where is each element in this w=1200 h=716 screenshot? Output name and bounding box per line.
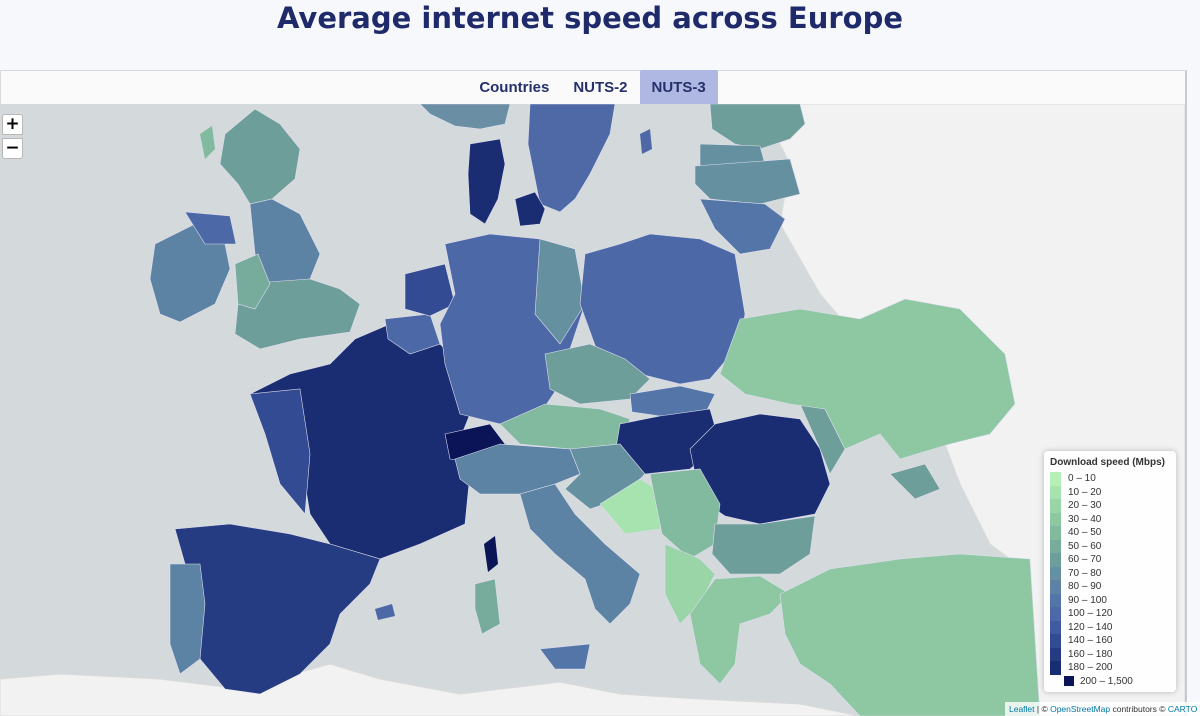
level-tabs: Countries NUTS-2 NUTS-3 bbox=[0, 70, 1185, 105]
legend-label: 140 – 160 bbox=[1068, 635, 1113, 646]
region-netherlands bbox=[404, 263, 456, 317]
region-turkey bbox=[779, 553, 1041, 716]
legend-swatch bbox=[1050, 607, 1061, 621]
legend-swatch bbox=[1050, 526, 1061, 540]
osm-link[interactable]: OpenStreetMap bbox=[1050, 704, 1111, 714]
region-italy-south bbox=[519, 483, 641, 625]
map-svg bbox=[0, 104, 1185, 716]
region-germany-east bbox=[534, 238, 586, 345]
carto-link[interactable]: CARTO bbox=[1167, 704, 1198, 714]
legend-swatch bbox=[1050, 580, 1061, 594]
region-balearics bbox=[375, 604, 395, 620]
legend-label: 120 – 140 bbox=[1068, 621, 1113, 633]
region-france-west bbox=[249, 388, 311, 515]
region-scotland-islands bbox=[200, 126, 215, 159]
region-scotland bbox=[219, 108, 301, 205]
tab-nuts-2[interactable]: NUTS-2 bbox=[573, 78, 628, 96]
legend-swatch bbox=[1050, 485, 1061, 499]
legend-label: 100 – 120 bbox=[1068, 608, 1113, 619]
attribution-contributors: contributors © bbox=[1110, 704, 1168, 714]
legend-title: Download speed (Mbps) bbox=[1050, 457, 1165, 468]
legend-swatch bbox=[1050, 593, 1061, 607]
region-sicily bbox=[539, 643, 591, 670]
region-greece bbox=[689, 575, 791, 685]
legend-swatch bbox=[1050, 647, 1061, 661]
legend-swatch bbox=[1050, 634, 1061, 648]
attribution-separator: | © bbox=[1034, 704, 1051, 714]
legend-swatch bbox=[1050, 661, 1061, 675]
legend-label: 10 – 20 bbox=[1068, 486, 1102, 498]
region-bulgaria bbox=[711, 515, 816, 575]
legend-swatch bbox=[1064, 675, 1074, 686]
legend: Download speed (Mbps) 0 – 10 10 – 20 20 – … bbox=[1044, 451, 1176, 692]
leaflet-link[interactable]: Leaflet bbox=[1009, 704, 1035, 714]
region-portugal bbox=[169, 563, 206, 675]
region-corsica bbox=[484, 536, 498, 572]
legend-label: 90 – 100 bbox=[1068, 594, 1107, 606]
page-title: Average internet speed across Europe bbox=[277, 1, 903, 35]
region-sweden-gotland bbox=[640, 129, 652, 154]
region-england-south bbox=[234, 278, 361, 350]
legend-label: 200 – 1,500 bbox=[1080, 675, 1133, 687]
legend-label: 180 – 200 bbox=[1068, 662, 1113, 673]
region-finland-south bbox=[709, 104, 806, 150]
region-denmark-zealand bbox=[514, 191, 546, 227]
land-north-africa bbox=[0, 663, 861, 716]
region-lithuania bbox=[699, 198, 786, 255]
legend-label: 20 – 30 bbox=[1068, 500, 1102, 511]
region-belgium bbox=[384, 313, 441, 355]
legend-label: 70 – 80 bbox=[1068, 567, 1102, 579]
region-sardinia bbox=[474, 578, 501, 635]
legend-label: 40 – 50 bbox=[1068, 527, 1102, 538]
legend-label: 160 – 180 bbox=[1068, 648, 1113, 660]
tab-nuts-3[interactable]: NUTS-3 bbox=[639, 70, 718, 104]
legend-swatch bbox=[1050, 620, 1061, 634]
legend-label: 80 – 90 bbox=[1068, 581, 1102, 592]
legend-swatch bbox=[1050, 499, 1061, 513]
region-ukraine bbox=[719, 298, 1016, 460]
tab-countries[interactable]: Countries bbox=[479, 78, 550, 96]
zoom-out-button[interactable]: − bbox=[2, 138, 23, 159]
legend-swatch bbox=[1050, 539, 1061, 553]
attribution: Leaflet | © OpenStreetMap contributors ©… bbox=[1005, 702, 1200, 716]
legend-swatch bbox=[1050, 472, 1061, 486]
legend-label: 50 – 60 bbox=[1068, 540, 1102, 552]
choropleth-map[interactable] bbox=[0, 104, 1185, 716]
region-latvia bbox=[694, 158, 801, 205]
legend-swatch bbox=[1050, 553, 1061, 567]
legend-label: 60 – 70 bbox=[1068, 554, 1102, 565]
region-czechia bbox=[544, 343, 651, 405]
region-wales bbox=[234, 253, 271, 310]
region-sweden bbox=[527, 104, 616, 213]
region-crimea bbox=[889, 463, 941, 500]
region-northern-ireland bbox=[184, 211, 237, 245]
legend-label: 30 – 40 bbox=[1068, 513, 1102, 525]
zoom-in-button[interactable]: + bbox=[2, 114, 23, 135]
region-norway-south bbox=[419, 104, 511, 130]
legend-label: 0 – 10 bbox=[1068, 473, 1096, 484]
region-denmark-jutland bbox=[467, 138, 506, 225]
legend-swatch bbox=[1050, 512, 1061, 526]
legend-swatch bbox=[1050, 566, 1061, 580]
